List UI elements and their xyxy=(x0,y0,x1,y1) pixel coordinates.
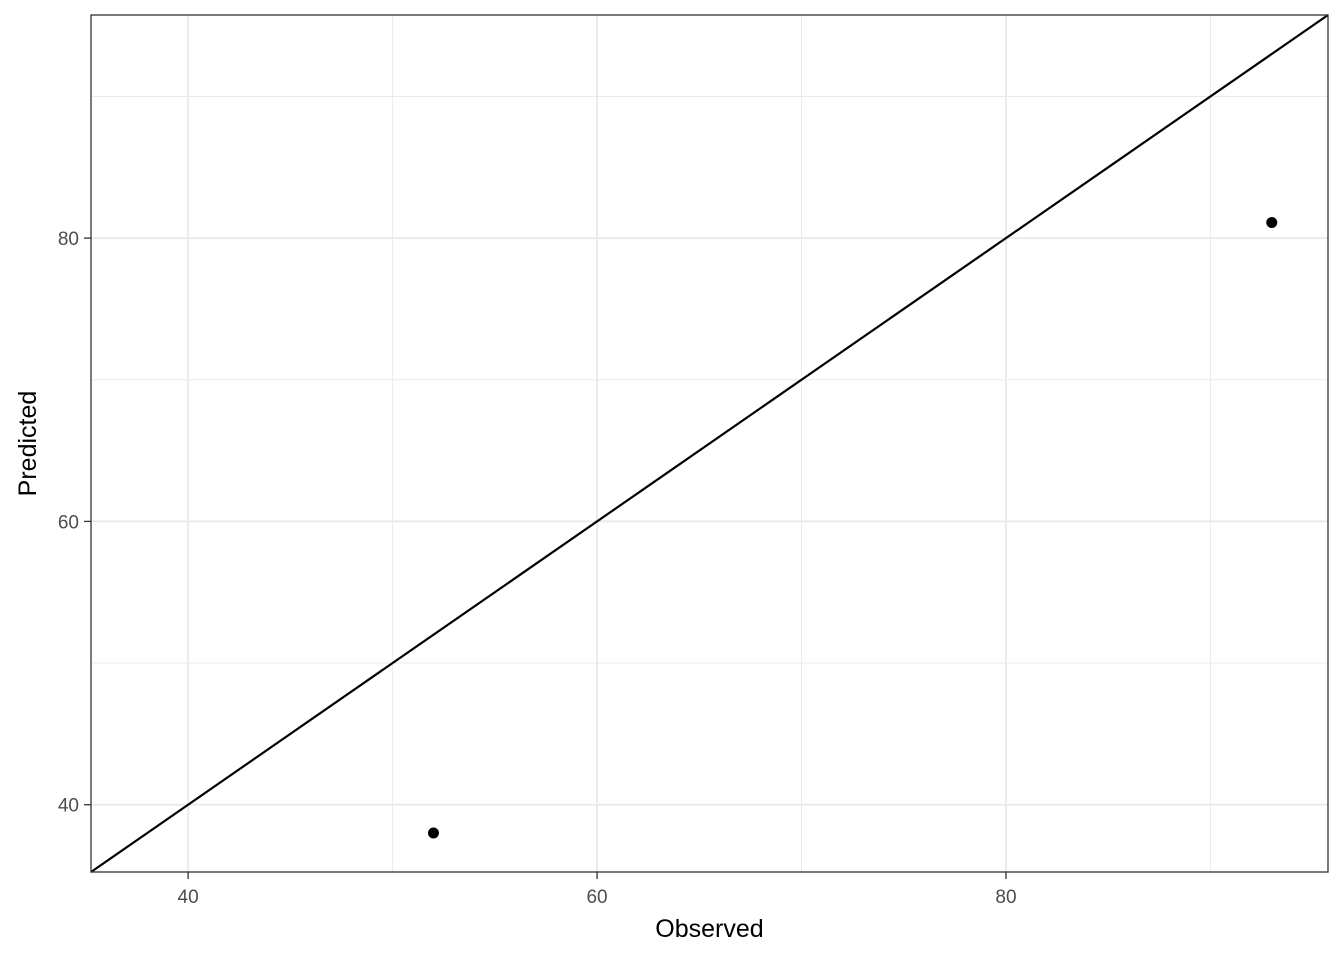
axes: 40 60 80 40 60 80 xyxy=(58,229,1017,908)
y-tick-label: 80 xyxy=(58,229,79,250)
y-tick-label: 60 xyxy=(58,512,79,533)
y-axis-title: Predicted xyxy=(14,391,42,497)
x-tick-label: 80 xyxy=(995,887,1016,908)
data-point xyxy=(427,827,439,839)
chart-marks xyxy=(90,14,1329,873)
y-tick-label: 40 xyxy=(58,796,79,817)
x-axis-title: Observed xyxy=(655,915,763,943)
x-tick-label: 40 xyxy=(178,887,199,908)
identity-line xyxy=(90,14,1329,873)
x-tick-label: 60 xyxy=(586,887,607,908)
data-point xyxy=(1266,217,1278,229)
panel-border xyxy=(90,14,1329,873)
